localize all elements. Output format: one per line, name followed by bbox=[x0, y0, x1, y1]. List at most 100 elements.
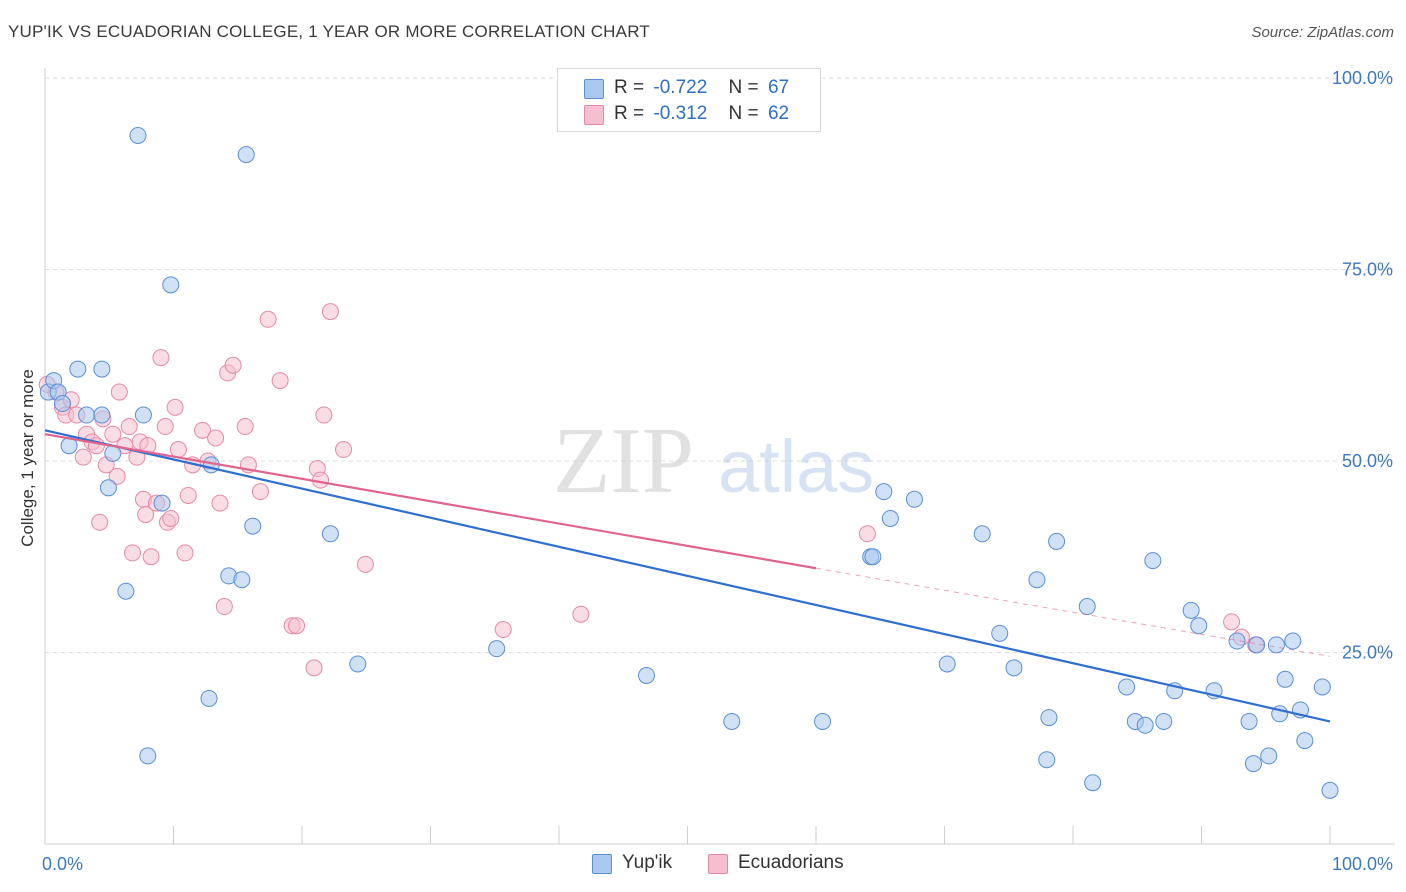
data-point bbox=[152, 349, 170, 367]
data-point bbox=[881, 509, 899, 527]
data-point bbox=[162, 509, 180, 527]
data-point bbox=[321, 525, 339, 543]
data-point bbox=[321, 303, 339, 321]
watermark: ZIP atlas bbox=[553, 409, 874, 513]
data-point bbox=[1190, 617, 1208, 635]
data-point bbox=[1276, 670, 1294, 688]
data-point bbox=[259, 310, 277, 328]
data-point bbox=[335, 441, 353, 459]
data-point bbox=[1244, 755, 1262, 773]
legend-stats: R = -0.722 N = 67 R = -0.312 N = 62 bbox=[557, 68, 821, 132]
data-point bbox=[53, 395, 71, 413]
data-point bbox=[494, 621, 512, 639]
data-point bbox=[207, 429, 225, 447]
data-point bbox=[179, 486, 197, 504]
gridlines bbox=[45, 77, 1395, 653]
trend-line bbox=[44, 429, 1331, 723]
data-point bbox=[1136, 716, 1154, 734]
data-point bbox=[244, 517, 262, 535]
data-point bbox=[271, 372, 289, 390]
data-point bbox=[117, 582, 135, 600]
data-point bbox=[973, 525, 991, 543]
data-point bbox=[349, 655, 367, 673]
data-point bbox=[1223, 613, 1241, 631]
series-yupik bbox=[39, 126, 1339, 799]
data-point bbox=[288, 617, 306, 635]
y-tick-label: 100.0% bbox=[1332, 68, 1393, 88]
data-point bbox=[1028, 571, 1046, 589]
data-point bbox=[78, 406, 96, 424]
data-point bbox=[315, 406, 333, 424]
data-point bbox=[104, 425, 122, 443]
data-point bbox=[875, 483, 893, 501]
data-point bbox=[1040, 709, 1058, 727]
data-point bbox=[137, 506, 155, 524]
data-point bbox=[142, 548, 160, 566]
legend-label: Yup'ik bbox=[622, 852, 673, 873]
source-label: Source: ZipAtlas.com bbox=[1251, 24, 1394, 41]
data-point bbox=[1228, 632, 1246, 650]
data-point bbox=[1078, 598, 1096, 616]
data-point bbox=[305, 659, 323, 677]
data-point bbox=[1267, 636, 1285, 654]
data-point bbox=[176, 544, 194, 562]
data-point bbox=[200, 689, 218, 707]
legend-label: Ecuadorians bbox=[738, 852, 844, 873]
r-label: R = bbox=[614, 77, 645, 98]
data-point bbox=[251, 483, 269, 501]
data-point bbox=[91, 513, 109, 531]
r-value: -0.312 bbox=[653, 103, 708, 124]
data-point bbox=[211, 494, 229, 512]
watermark-atlas: atlas bbox=[718, 425, 874, 508]
data-point bbox=[233, 571, 251, 589]
legend-swatch-blue bbox=[592, 854, 612, 874]
trend-line bbox=[44, 433, 817, 570]
data-point bbox=[1144, 552, 1162, 570]
data-point bbox=[224, 356, 242, 374]
data-point bbox=[1321, 781, 1339, 799]
n-label: N = bbox=[728, 103, 759, 124]
data-point bbox=[162, 276, 180, 294]
data-point bbox=[1296, 732, 1314, 750]
data-point bbox=[938, 655, 956, 673]
data-point bbox=[237, 146, 255, 164]
y-tick-label: 25.0% bbox=[1342, 643, 1393, 663]
data-point bbox=[1155, 712, 1173, 730]
data-point bbox=[99, 479, 117, 497]
data-point bbox=[169, 441, 187, 459]
data-point bbox=[723, 712, 741, 730]
data-point bbox=[139, 747, 157, 765]
chart-title: YUP'IK VS ECUADORIAN COLLEGE, 1 YEAR OR … bbox=[8, 22, 650, 41]
n-label: N = bbox=[728, 77, 759, 98]
data-point bbox=[215, 598, 233, 616]
data-point bbox=[166, 398, 184, 416]
data-point bbox=[637, 666, 655, 684]
data-point bbox=[156, 418, 174, 436]
data-point bbox=[1005, 659, 1023, 677]
data-point bbox=[1182, 601, 1200, 619]
trend-lines bbox=[44, 429, 1331, 723]
tick-labels: 25.0% 50.0% 75.0% 100.0% 0.0% 100.0% bbox=[42, 68, 1393, 874]
data-point bbox=[153, 494, 171, 512]
y-tick-label: 75.0% bbox=[1342, 260, 1393, 280]
watermark-zip: ZIP bbox=[553, 409, 694, 513]
data-point bbox=[74, 448, 92, 466]
data-point bbox=[1313, 678, 1331, 696]
data-point bbox=[1260, 747, 1278, 765]
data-point bbox=[193, 421, 211, 439]
data-point bbox=[572, 605, 590, 623]
data-point bbox=[858, 525, 876, 543]
data-point bbox=[93, 360, 111, 378]
data-point bbox=[108, 467, 126, 485]
n-value: 67 bbox=[767, 77, 790, 98]
data-point bbox=[1284, 632, 1302, 650]
data-point bbox=[1084, 774, 1102, 792]
data-point bbox=[134, 406, 152, 424]
data-point bbox=[110, 383, 128, 401]
data-point bbox=[123, 544, 141, 562]
data-point bbox=[356, 555, 374, 573]
data-point bbox=[129, 126, 147, 144]
data-point bbox=[69, 360, 87, 378]
r-value: -0.722 bbox=[653, 77, 708, 98]
